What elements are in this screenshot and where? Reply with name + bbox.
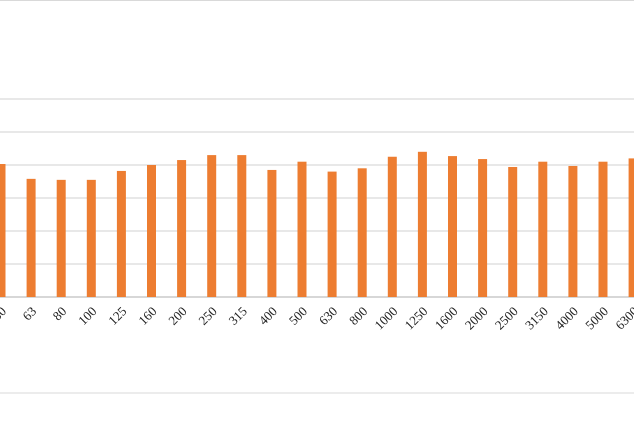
bar xyxy=(0,164,6,297)
bar xyxy=(26,178,36,297)
x-tick-label: 3150 xyxy=(522,304,551,333)
bar xyxy=(237,155,247,297)
bar xyxy=(538,161,548,297)
bar xyxy=(327,171,337,297)
bar xyxy=(417,151,427,297)
x-tick-label: 1250 xyxy=(402,304,431,333)
x-tick-label: 400 xyxy=(256,304,280,328)
x-tick-label: 1600 xyxy=(432,304,461,333)
x-tick-label: 1000 xyxy=(371,304,400,333)
x-tick-label: 315 xyxy=(226,304,250,328)
x-tick-label: 250 xyxy=(195,304,219,328)
x-tick-label: 500 xyxy=(286,304,310,328)
bar xyxy=(448,156,457,297)
x-tick-label: 2500 xyxy=(492,304,521,333)
x-tick-label: 4000 xyxy=(552,304,581,333)
x-tick-label: 100 xyxy=(75,304,99,328)
bar xyxy=(147,165,156,297)
bar xyxy=(56,179,66,297)
bar xyxy=(357,168,367,297)
bar xyxy=(177,160,187,297)
bar xyxy=(207,155,217,297)
x-tick-label: 6300 xyxy=(612,304,634,333)
bar xyxy=(86,179,96,297)
x-tick-label: 5000 xyxy=(582,304,611,333)
bar xyxy=(478,159,488,297)
x-tick-label: 160 xyxy=(135,304,159,328)
x-tick-label: 800 xyxy=(346,304,370,328)
x-tick-label: 630 xyxy=(316,304,340,328)
bar xyxy=(508,166,518,297)
bar xyxy=(297,161,307,297)
x-tick-label: 200 xyxy=(165,304,189,328)
bar xyxy=(387,156,397,297)
bar xyxy=(116,170,126,297)
x-tick-label: 80 xyxy=(50,304,70,324)
bar xyxy=(267,169,277,297)
x-tick-label: 50 xyxy=(0,304,9,324)
bar xyxy=(598,161,608,297)
bar xyxy=(628,158,634,297)
bar xyxy=(568,165,578,297)
x-tick-label: 63 xyxy=(19,304,39,324)
x-tick-label: 125 xyxy=(105,304,129,328)
x-tick-label: 2000 xyxy=(462,304,491,333)
